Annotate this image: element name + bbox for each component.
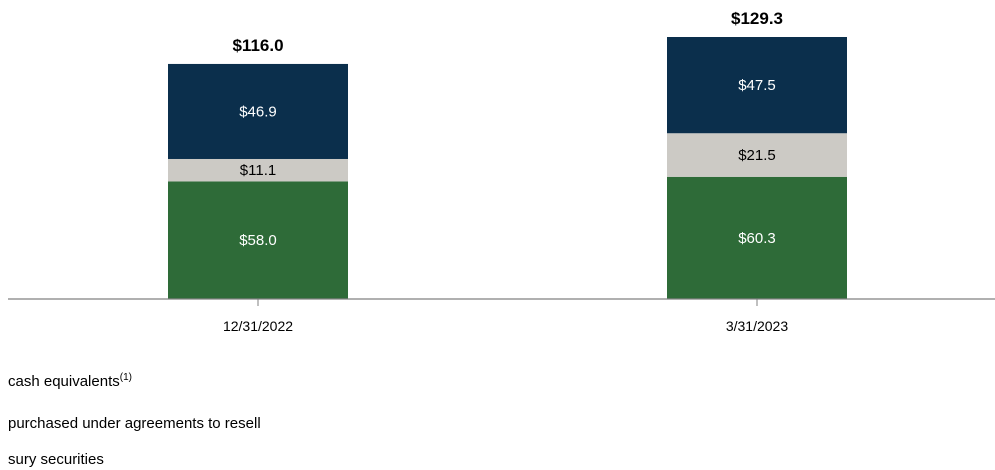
total-label-1: $129.3 (731, 9, 783, 28)
bars-group: $58.0 $11.1 $46.9 $116.0 $60.3 $21.5 $47.5 $129… (168, 9, 847, 299)
x-tick-label-0: 12/31/2022 (223, 318, 293, 334)
bar-segment-0-1 (667, 176, 847, 299)
x-tick-label-1: 3/31/2023 (726, 318, 788, 334)
data-label-1-1: $21.5 (738, 147, 776, 164)
x-axis: 12/31/2022 3/31/2023 (8, 298, 995, 334)
data-label-0-1: $60.3 (738, 230, 776, 247)
data-label-1-0: $11.1 (240, 162, 276, 179)
bar-segment-2-1 (667, 37, 847, 134)
legend: cash equivalents(1) purchased under agree… (8, 372, 261, 468)
data-label-0-0: $58.0 (239, 232, 277, 249)
legend-entry-2: sury securities (8, 451, 104, 468)
legend-entry-1: purchased under agreements to resell (8, 415, 261, 432)
total-label-0: $116.0 (232, 36, 283, 55)
data-label-2-0: $46.9 (239, 103, 277, 120)
legend-footnote-marker: (1) (120, 372, 132, 383)
bar-segment-1-0 (168, 158, 348, 182)
data-label-2-1: $47.5 (738, 77, 776, 94)
legend-entry-0: cash equivalents(1) (8, 372, 132, 390)
bar-segment-1-1 (667, 133, 847, 177)
bar-segment-0-0 (168, 181, 348, 299)
bar-segment-2-0 (168, 63, 348, 159)
